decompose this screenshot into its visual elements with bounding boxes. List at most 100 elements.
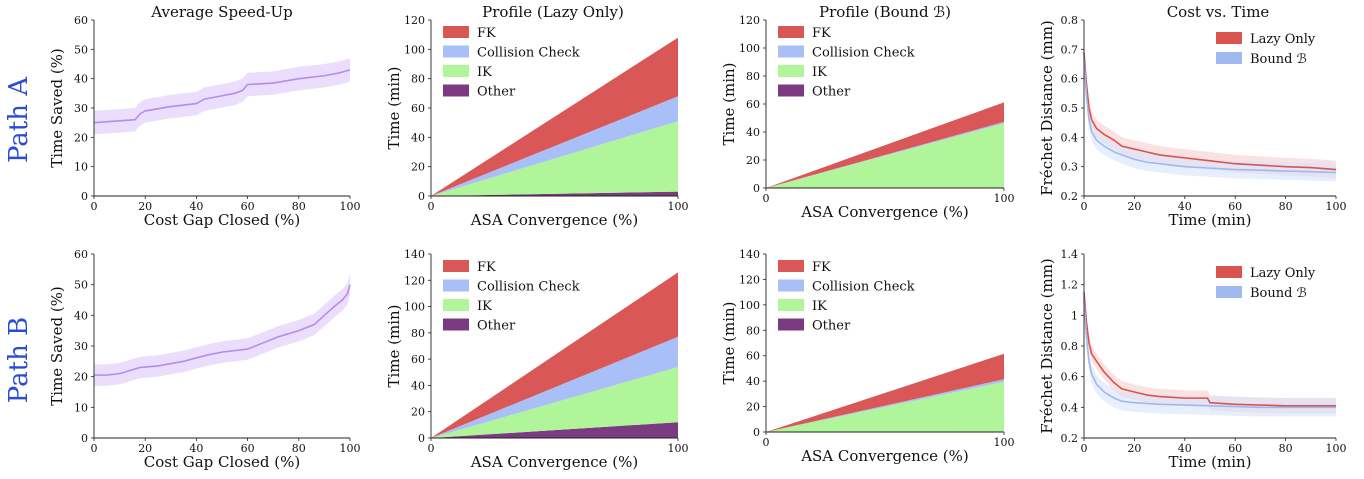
legend-label-other: Other (477, 319, 516, 334)
x-axis-label: ASA Convergence (%) (800, 203, 969, 221)
x-axis-label: Time (min) (1168, 211, 1251, 229)
legend-swatch-other (778, 318, 804, 331)
line-bound (1083, 58, 1337, 174)
legend-swatch-ik (443, 65, 469, 77)
y-axis-label: Fréchet Distance (mm) (1038, 20, 1056, 196)
y-tick-label: 20 (411, 406, 425, 419)
legend-label-other: Other (812, 319, 851, 334)
y-tick-label: 0.5 (1061, 102, 1079, 115)
y-axis-label: Time (min) (385, 304, 403, 387)
y-tick-label: 40 (746, 375, 760, 388)
line-bound (1083, 299, 1336, 409)
legend-swatch-ik (778, 299, 804, 311)
y-tick-label: 30 (74, 102, 88, 115)
y-tick-label: 60 (746, 98, 760, 111)
y-tick-label: 120 (404, 14, 425, 27)
legend-label-other: Other (812, 85, 851, 100)
x-tick-label: 100 (1326, 200, 1347, 213)
band-bound (1084, 290, 1336, 417)
y-tick-label: 100 (739, 299, 760, 312)
line-lazy (1083, 292, 1336, 407)
legend-swatch-other (443, 318, 469, 331)
x-tick-label: 100 (994, 436, 1015, 449)
y-tick-label: 0.2 (1061, 190, 1079, 203)
legend-label-ik: IK (477, 65, 492, 80)
legend-swatch-fk (778, 26, 804, 38)
y-tick-label: 80 (411, 73, 425, 86)
x-axis-label: ASA Convergence (%) (470, 453, 639, 471)
legend-label-collision: Collision Check (477, 46, 580, 61)
y-tick-label: 0 (753, 426, 760, 439)
legend-label-ik: IK (477, 299, 492, 314)
x-tick-label: 0 (428, 200, 435, 213)
legend-label-collision: Collision Check (477, 280, 580, 295)
y-tick-label: 140 (739, 248, 760, 261)
x-tick-label: 20 (138, 442, 152, 455)
x-axis-label: ASA Convergence (%) (470, 211, 639, 229)
legend-label-fk: FK (812, 26, 831, 41)
y-tick-label: 0.3 (1061, 161, 1079, 174)
x-tick-label: 20 (138, 200, 152, 213)
y-axis-label: Time (min) (720, 62, 738, 145)
legend-swatch-lazy (1216, 266, 1242, 278)
y-tick-label: 20 (411, 161, 425, 174)
area-fk (431, 37, 678, 196)
y-tick-label: 60 (74, 248, 88, 261)
x-tick-label: 40 (189, 200, 203, 213)
legend-swatch-other (778, 84, 804, 97)
legend-swatch-collision (778, 45, 804, 58)
y-tick-label: 40 (411, 131, 425, 144)
y-tick-label: 100 (739, 42, 760, 55)
y-tick-label: 20 (74, 371, 88, 384)
y-tick-label: 0.7 (1061, 43, 1079, 56)
y-tick-label: 140 (404, 248, 425, 261)
y-tick-label: 0.6 (1061, 73, 1079, 86)
y-tick-label: 40 (74, 309, 88, 322)
y-tick-label: 0.8 (1061, 340, 1079, 353)
speedup-band (94, 273, 350, 386)
legend-swatch-lazy (1216, 32, 1242, 44)
y-tick-label: 0 (81, 190, 88, 203)
x-tick-label: 100 (1326, 442, 1347, 455)
x-tick-label: 0 (763, 192, 770, 205)
y-axis-label: Time Saved (%) (48, 286, 66, 406)
legend-label-collision: Collision Check (812, 280, 915, 295)
y-axis-label: Time Saved (%) (48, 48, 66, 168)
x-tick-label: 40 (1178, 200, 1192, 213)
y-tick-label: 100 (404, 301, 425, 314)
x-tick-label: 60 (1228, 442, 1242, 455)
y-tick-label: 120 (404, 274, 425, 287)
panel-profile_lazy-row2: FK Collision Check IK Other 0 100 0 20 40 60 80 100… (385, 248, 689, 471)
y-tick-label: 0.6 (1061, 371, 1079, 384)
panel-cost_time-row2: Lazy Only Bound ℬ 0 20 40 60 80 100 0.2 0.4 0.6 0.8… (1038, 248, 1347, 471)
y-tick-label: 60 (746, 350, 760, 363)
x-tick-label: 0 (1081, 442, 1088, 455)
speedup-line (93, 69, 351, 124)
x-axis-label: Cost Gap Closed (%) (144, 453, 301, 471)
panel-profile_bound-row1: FK Collision Check IK Other 0 100 0 20 40 60 80 100… (720, 14, 1015, 221)
row-label-path-a: Path A (4, 76, 34, 163)
x-tick-label: 80 (292, 200, 306, 213)
panel-cost_time-row1: Lazy Only Bound ℬ 0 20 40 60 80 100 0.2 0.3 0.4 0.5… (1038, 14, 1347, 229)
panel-title-profile-bound: Profile (Bound ℬ) (819, 3, 951, 21)
panel-profile_lazy-row1: FK Collision Check IK Other 0 100 0 20 40 60 80 100… (385, 14, 689, 229)
y-tick-label: 0.4 (1061, 131, 1079, 144)
y-tick-label: 1.4 (1061, 248, 1079, 261)
band-lazy (1084, 43, 1336, 179)
y-tick-label: 0 (418, 432, 425, 445)
x-axis-label: ASA Convergence (%) (800, 447, 969, 465)
x-tick-label: 80 (292, 442, 306, 455)
y-tick-label: 20 (746, 154, 760, 167)
legend-swatch-collision (443, 45, 469, 58)
y-tick-label: 0.8 (1061, 14, 1079, 27)
x-tick-label: 0 (428, 442, 435, 455)
area-fk (766, 353, 1004, 432)
panel-title-speedup: Average Speed-Up (150, 3, 292, 21)
y-tick-label: 10 (74, 401, 88, 414)
legend-label-bound: Bound ℬ (1250, 52, 1307, 67)
y-tick-label: 50 (74, 279, 88, 292)
x-tick-label: 80 (1279, 200, 1293, 213)
